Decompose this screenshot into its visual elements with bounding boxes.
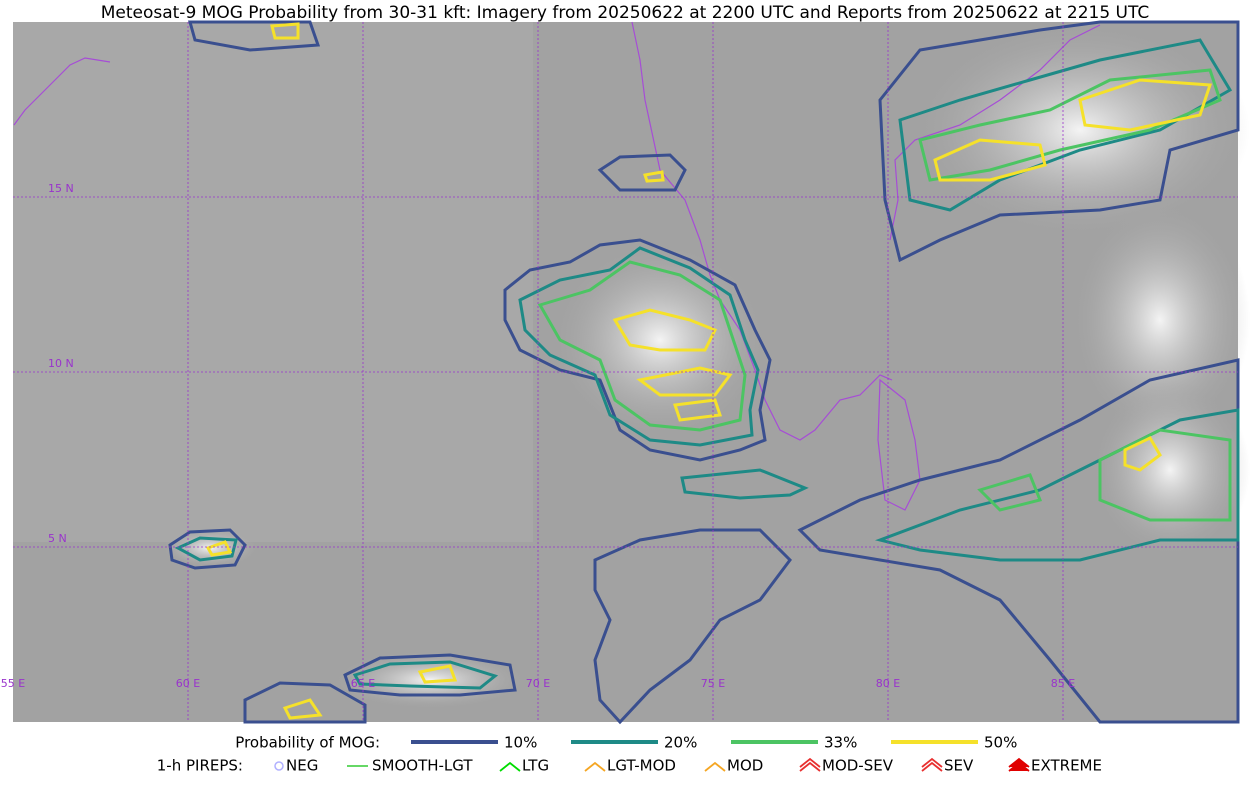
- longitude-label: 75 E: [701, 677, 725, 690]
- graticule: [13, 22, 1238, 722]
- longitude-label: 65 E: [351, 677, 375, 690]
- legend-label: SEV: [944, 757, 974, 775]
- latitude-label: 10 N: [48, 357, 74, 370]
- pirep-symbol: [799, 761, 821, 772]
- longitude-label: 55 E: [1, 677, 25, 690]
- pirep-symbol: [1008, 757, 1030, 768]
- legend-label: SMOOTH-LGT: [372, 757, 473, 775]
- coastline: [13, 21, 1101, 511]
- longitude-label: 80 E: [876, 677, 900, 690]
- latitude-label: 15 N: [48, 182, 74, 195]
- pirep-symbol: [921, 757, 943, 768]
- satellite-imagery: [13, 20, 1250, 722]
- legend-label: LTG: [522, 757, 549, 775]
- legend-label: NEG: [286, 757, 318, 775]
- legend-label: 10%: [504, 734, 537, 752]
- legend-label: 50%: [984, 734, 1017, 752]
- pirep-symbol: [274, 761, 284, 771]
- pirep-symbol: [499, 761, 521, 772]
- latitude-label: 5 N: [48, 532, 67, 545]
- legend-label: MOD-SEV: [822, 757, 894, 775]
- map-title: Meteosat-9 MOG Probability from 30-31 kf…: [101, 3, 1150, 23]
- longitude-label: 60 E: [176, 677, 200, 690]
- legend-heading: 1-h PIREPS:: [157, 757, 243, 775]
- longitude-label: 85 E: [1051, 677, 1075, 690]
- legend-label: EXTREME: [1031, 757, 1102, 775]
- legend-label: 20%: [664, 734, 697, 752]
- probability-contours: [168, 20, 1240, 725]
- pirep-symbol: [799, 757, 821, 768]
- pirep-symbol: [584, 761, 606, 772]
- longitude-label: 70 E: [526, 677, 550, 690]
- pirep-symbol: [921, 761, 943, 772]
- legend-heading: Probability of MOG:: [235, 734, 380, 752]
- legend-label: LGT-MOD: [607, 757, 676, 775]
- legend-label: MOD: [727, 757, 763, 775]
- legend-label: 33%: [824, 734, 857, 752]
- pirep-symbol: [704, 761, 726, 772]
